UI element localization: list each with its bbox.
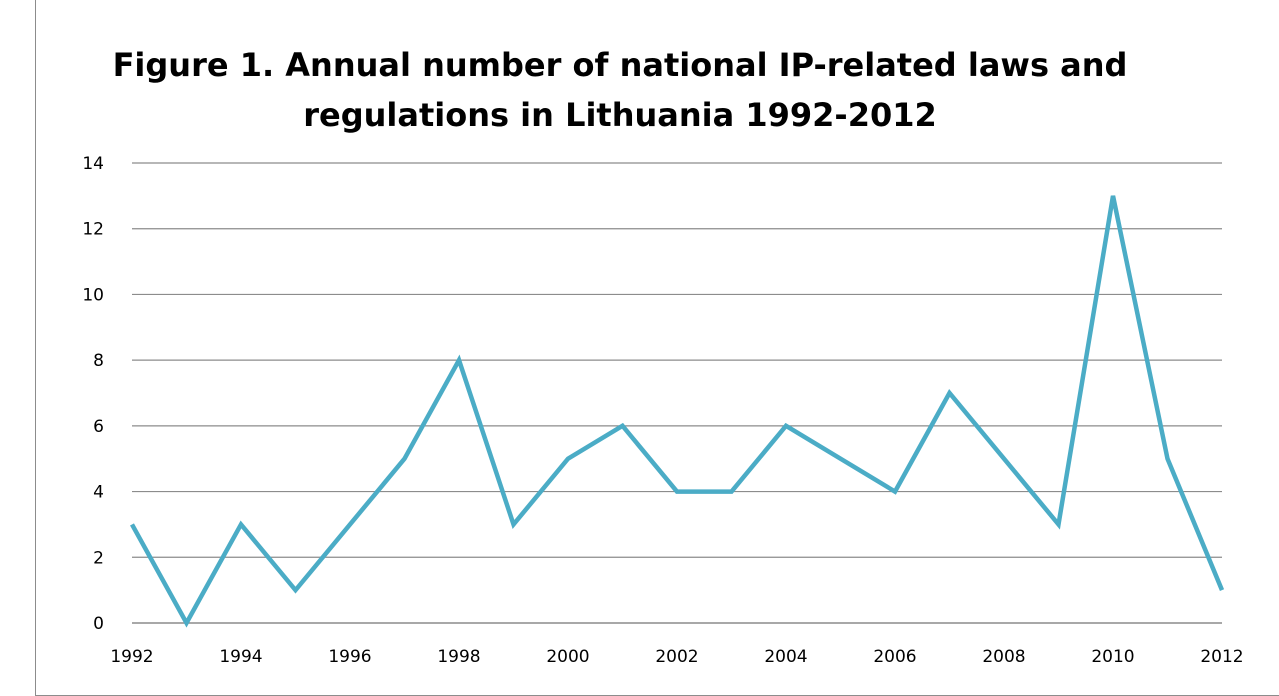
x-axis-ticks: 1992 1994 1996 1998 2000 2002 2004 2006 2008 2010… bbox=[110, 647, 1243, 667]
y-tick-label: 4 bbox=[93, 483, 104, 503]
x-tick-label: 2004 bbox=[764, 647, 807, 667]
x-tick-label: 2002 bbox=[655, 647, 698, 667]
y-tick-label: 10 bbox=[82, 285, 104, 305]
x-tick-label: 2006 bbox=[873, 647, 916, 667]
x-tick-label: 1996 bbox=[328, 647, 371, 667]
series-layer bbox=[132, 196, 1222, 623]
x-tick-label: 2000 bbox=[546, 647, 589, 667]
y-tick-label: 14 bbox=[82, 154, 104, 174]
y-tick-label: 2 bbox=[93, 548, 104, 568]
gridlines bbox=[132, 163, 1222, 623]
y-tick-label: 6 bbox=[93, 417, 104, 437]
y-tick-label: 8 bbox=[93, 351, 104, 371]
x-tick-label: 2008 bbox=[982, 647, 1025, 667]
series-line-0 bbox=[132, 196, 1222, 623]
x-tick-label: 1992 bbox=[110, 647, 153, 667]
x-tick-label: 2012 bbox=[1200, 647, 1243, 667]
y-axis-ticks: 0 2 4 6 8 10 12 14 bbox=[82, 154, 104, 634]
x-tick-label: 1994 bbox=[219, 647, 262, 667]
line-chart: 0 2 4 6 8 10 12 14 1992 1994 1996 1998 2000 2002 2004… bbox=[0, 0, 1279, 677]
x-tick-label: 2010 bbox=[1091, 647, 1134, 667]
x-tick-label: 1998 bbox=[437, 647, 480, 667]
y-tick-label: 12 bbox=[82, 220, 104, 240]
y-tick-label: 0 bbox=[93, 614, 104, 634]
